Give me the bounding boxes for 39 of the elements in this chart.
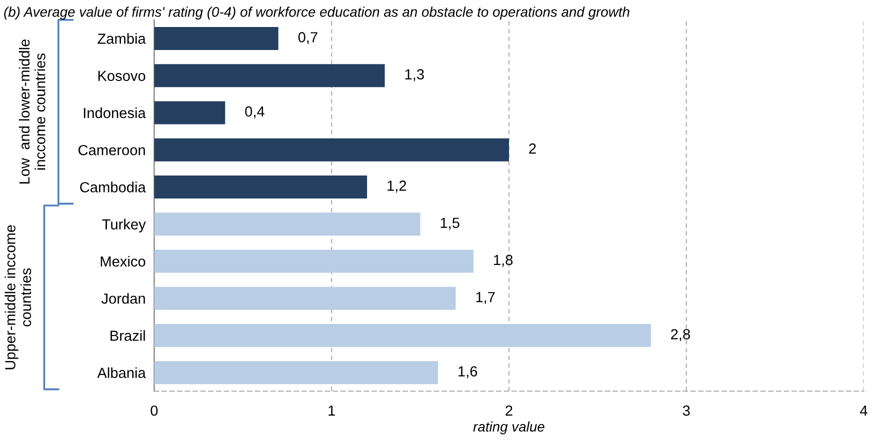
data-label: 1,7 xyxy=(476,292,495,304)
data-label: 1,5 xyxy=(440,218,460,230)
data-label: 0,7 xyxy=(298,32,318,44)
y-tick-label: Kosovo xyxy=(98,70,146,82)
data-label: 1,6 xyxy=(458,366,478,378)
bar xyxy=(154,361,438,384)
y-tick-label: Mexico xyxy=(100,256,146,267)
bar xyxy=(154,324,651,347)
x-tick-label: 2 xyxy=(506,405,512,416)
data-label: 1,2 xyxy=(388,180,406,193)
bar xyxy=(154,212,420,236)
bar xyxy=(154,138,509,162)
y-tick-label: Zambia xyxy=(98,33,146,44)
data-label: 2 xyxy=(529,143,536,154)
bar xyxy=(154,26,278,50)
y-tick-label: Indonesia xyxy=(84,107,146,118)
y-tick-label: Cambodia xyxy=(80,182,146,192)
x-axis-title: rating value xyxy=(473,421,544,434)
data-label: 1,3 xyxy=(405,69,424,82)
bar xyxy=(154,101,226,124)
y-tick-label: Jordan xyxy=(101,293,145,304)
data-label: 0,4 xyxy=(245,106,264,118)
text: Low and lower-middle inccome countries xyxy=(18,39,46,184)
data-label: 1,8 xyxy=(494,254,513,267)
x-tick-label: 4 xyxy=(860,406,868,416)
x-tick-label: 1 xyxy=(328,406,335,416)
x-tick-label: 0 xyxy=(150,405,158,416)
bar xyxy=(154,286,456,310)
bar xyxy=(154,175,368,198)
y-tick-label: Albania xyxy=(97,367,146,378)
text: Upper-middle inccome countries xyxy=(4,225,32,370)
y-tick-label: Turkey xyxy=(102,218,146,232)
y-tick-label: Brazil xyxy=(110,330,145,341)
chart-title: (b) Average value of firms' rating (0-4) of workforce education as an obstacle to operations and growth xyxy=(4,6,630,20)
data-label: 2,8 xyxy=(671,329,690,342)
bar xyxy=(154,250,474,273)
x-tick-label: 3 xyxy=(682,405,690,416)
bar xyxy=(154,64,385,88)
y-tick-label: Cameroon xyxy=(78,144,145,156)
